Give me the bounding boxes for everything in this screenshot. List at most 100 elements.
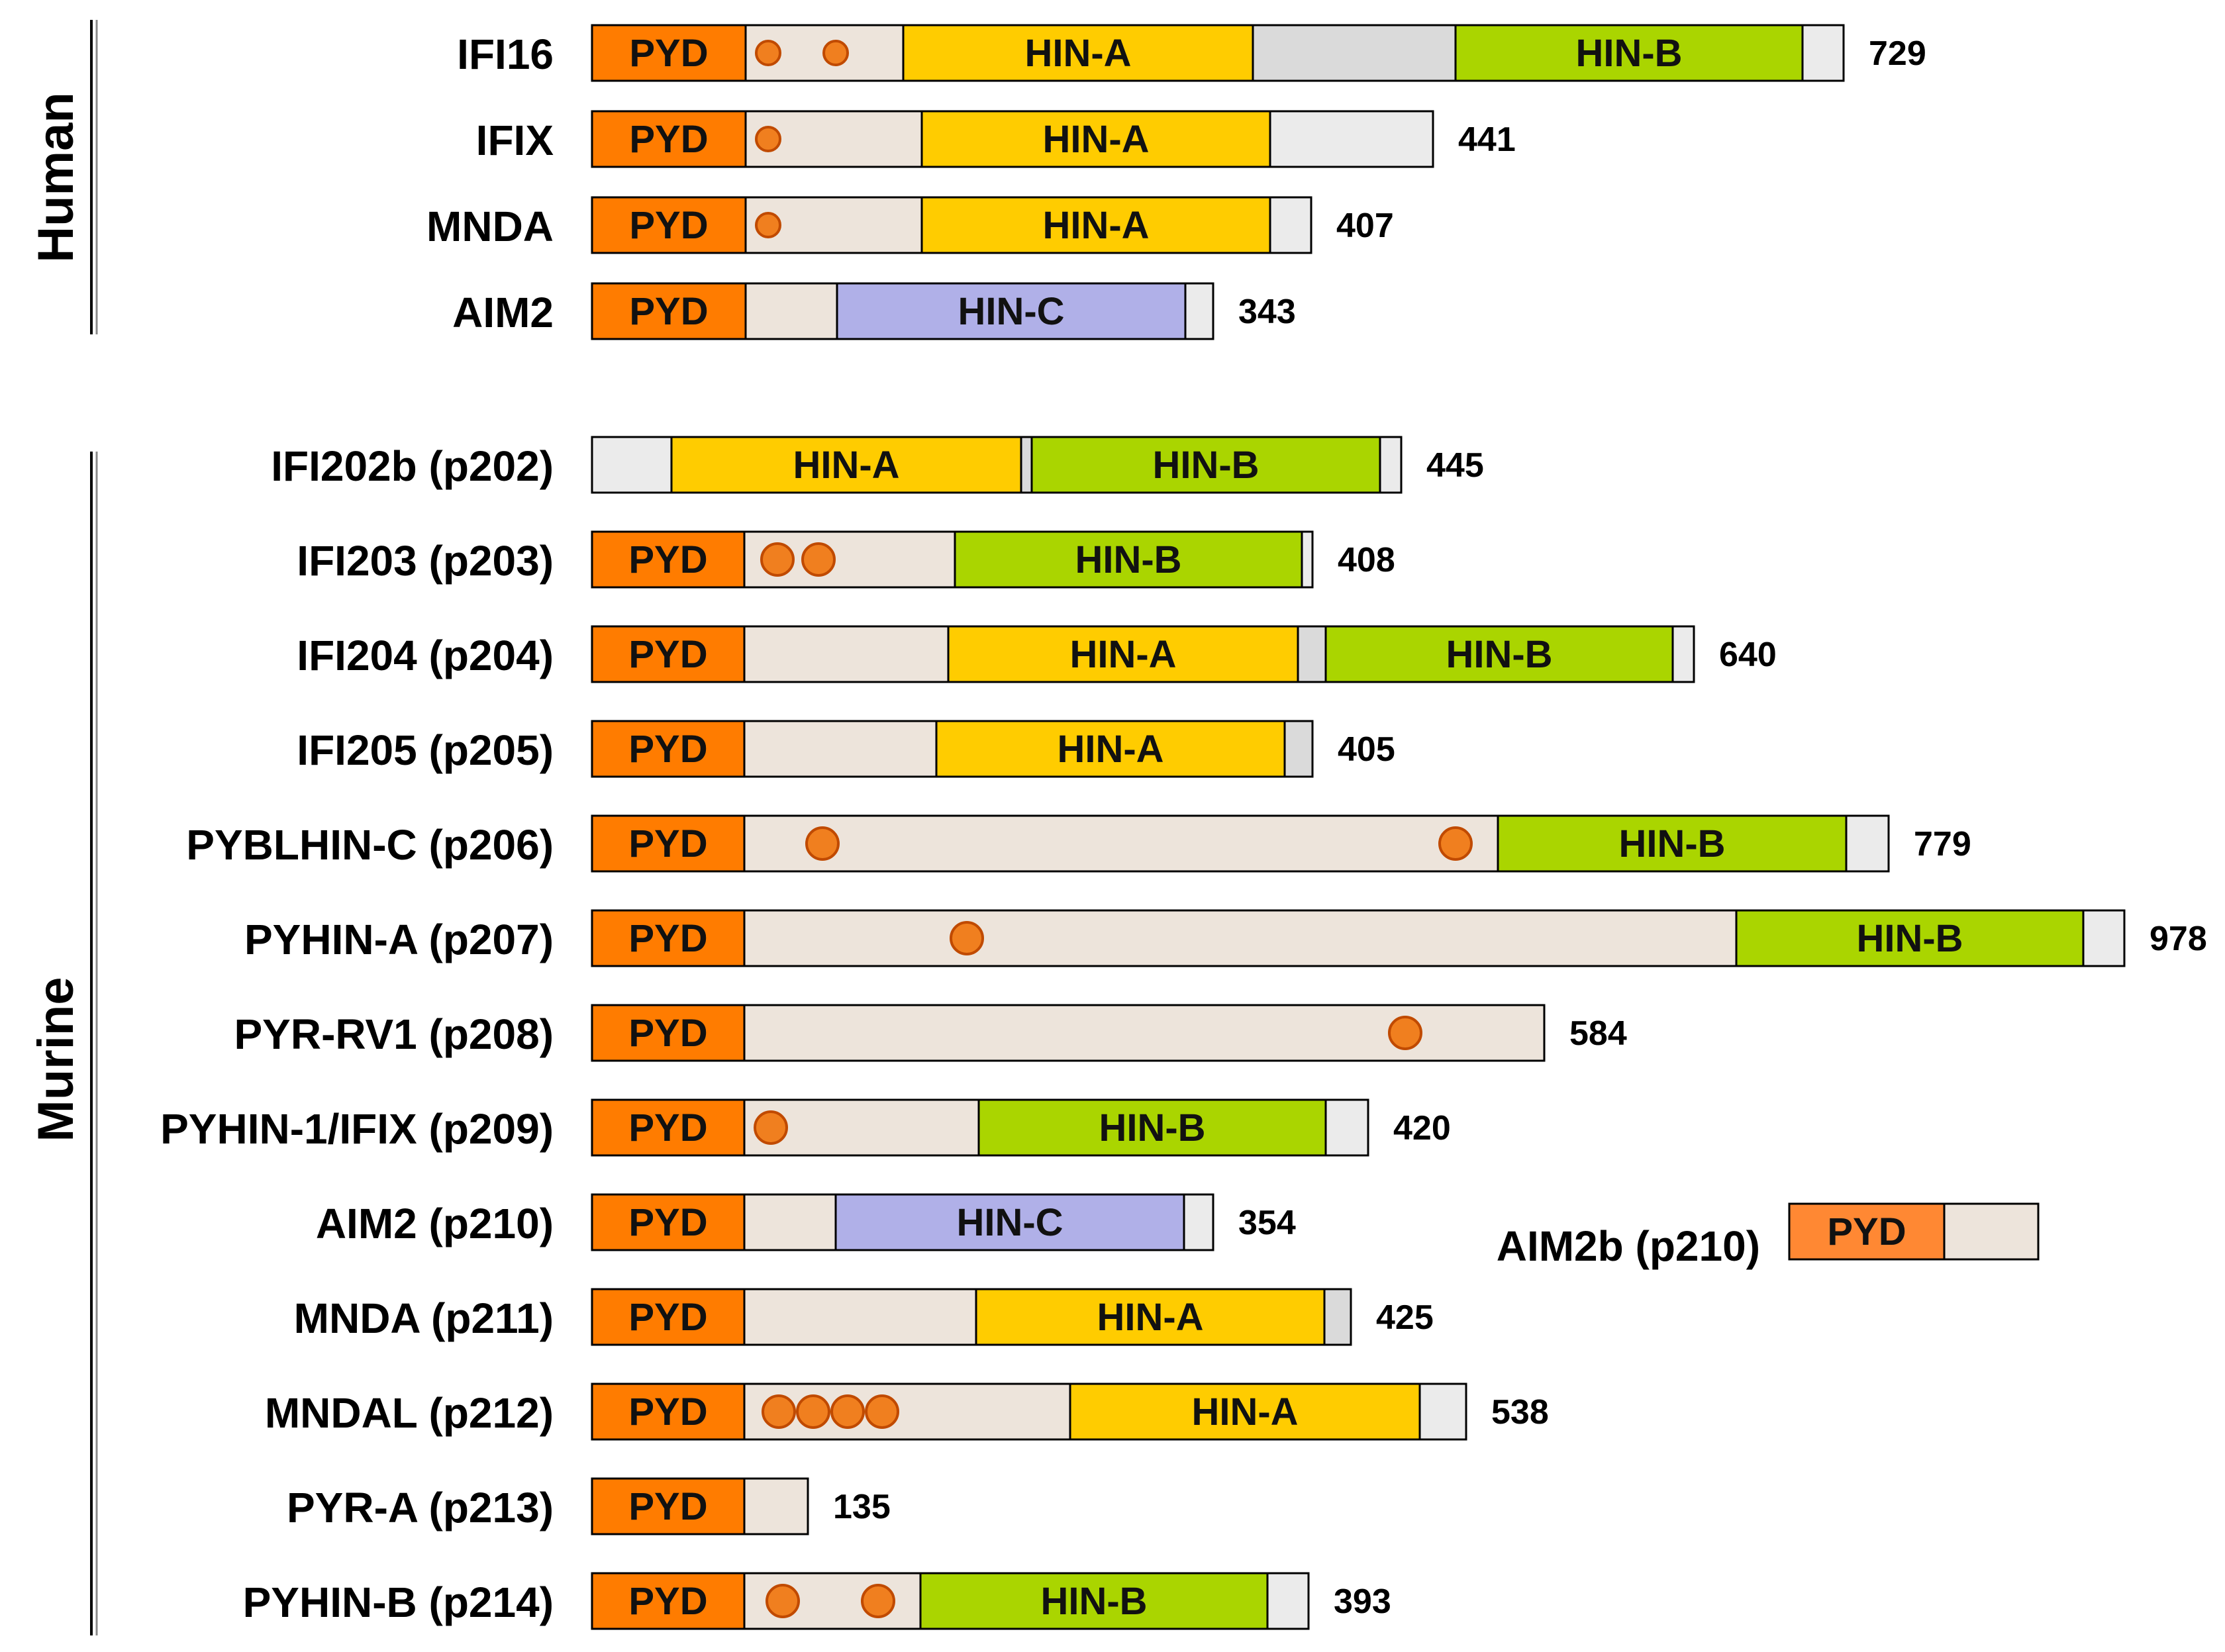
domain-pyd (591, 625, 746, 683)
domain-hin-a (975, 1288, 1326, 1346)
domain-label: PYD (628, 728, 707, 771)
protein-row-ifi204-p204: IFI204 (p204) PYD HIN-A HIN-B 640 (297, 625, 1777, 683)
domain-hin-b (977, 1098, 1327, 1157)
domain-label: HIN-B (1618, 822, 1725, 865)
protein-name: IFI16 (457, 30, 554, 78)
protein-length: 584 (1569, 1014, 1627, 1053)
domain-label: HIN-B (1575, 32, 1682, 75)
domain-hin-b (919, 1572, 1269, 1630)
nls-motif-circle (1388, 1016, 1422, 1050)
domain-label: HIN-A (1097, 1296, 1203, 1339)
domain-tail (1183, 1193, 1214, 1251)
domain-pyd-alt (1788, 1202, 1946, 1261)
protein-row-ifi16: IFI16 PYD HIN-A HIN-B 729 (457, 24, 1926, 82)
domain-label: PYD (628, 1390, 707, 1433)
domain-tail (591, 436, 673, 494)
nls-motif-circle (754, 1110, 788, 1145)
domain-tail (1671, 625, 1695, 683)
domain-label: HIN-B (1446, 633, 1552, 676)
protein-row-ifi205-p205: IFI205 (p205) PYD HIN-A 405 (297, 720, 1395, 778)
protein-row-pyhin-b-p214: PYHIN-B (p214) PYD HIN-B 393 (243, 1572, 1391, 1630)
domain-tail (1418, 1383, 1467, 1441)
protein-name: MNDA (p211) (294, 1294, 554, 1342)
domain-hin-a (947, 625, 1299, 683)
domain-linker-grey (1323, 1288, 1352, 1346)
domain-label: PYD (629, 290, 708, 333)
domain-label: PYD (628, 538, 707, 581)
protein-name: IFI205 (p205) (297, 726, 554, 774)
domain-label: PYD (628, 633, 707, 676)
protein-length: 441 (1458, 121, 1516, 159)
protein-row-mnda-p211: MNDA (p211) PYD HIN-A 425 (294, 1288, 1434, 1346)
group-labels: Human Murine (28, 20, 98, 1635)
nls-motif-circle (801, 542, 836, 577)
nls-motif-circle (762, 1394, 796, 1429)
nls-motif-circle (796, 1394, 830, 1429)
domain-linker (743, 1004, 1546, 1062)
domain-hin-b (1735, 909, 2085, 967)
domain-label: HIN-C (956, 1201, 1063, 1244)
domain-tail (1324, 1098, 1369, 1157)
domain-linker-grey (1297, 625, 1327, 683)
group-label-human: Human (28, 92, 84, 263)
protein-row-ifix: IFIX PYD HIN-A 441 (476, 110, 1516, 168)
domain-pyd (591, 282, 747, 340)
protein-name: PYHIN-B (p214) (243, 1579, 554, 1626)
protein-row-aim2-p210: AIM2 (p210) PYD HIN-C 354 (316, 1193, 1296, 1251)
domain-label: HIN-A (1057, 728, 1163, 771)
isoform-name: AIM2b (p210) (1497, 1222, 1760, 1270)
domain-hin-a (920, 196, 1271, 254)
domain-tail (1266, 1572, 1310, 1630)
domain-tail (2082, 909, 2126, 967)
protein-length: 425 (1376, 1298, 1434, 1337)
domain-label: HIN-A (793, 444, 899, 487)
domain-hin-b (1324, 625, 1674, 683)
domain-tail (1269, 196, 1312, 254)
domain-label: PYD (628, 1580, 707, 1623)
nls-motif-circle (766, 1584, 800, 1618)
protein-name: PYHIN-1/IFIX (p209) (160, 1105, 554, 1153)
protein-name: IFI203 (p203) (297, 537, 554, 585)
protein-row-pyr-a-p213: PYR-A (p213) PYD 135 (287, 1477, 891, 1535)
domain-linker-grey (1252, 24, 1457, 82)
nls-motif-circle (755, 126, 781, 152)
domain-pyd (591, 909, 746, 967)
domain-label: HIN-A (1024, 32, 1131, 75)
domain-linker-grey (1020, 436, 1033, 494)
domain-hin-b (1030, 436, 1381, 494)
protein-row-pyr-rv1-p208: PYR-RV1 (p208) PYD 584 (234, 1004, 1627, 1062)
domain-label: HIN-B (1075, 538, 1181, 581)
domain-hin-b (1497, 814, 1848, 873)
domain-label: HIN-B (1152, 444, 1259, 487)
protein-row-pyblhin-c-p206: PYBLHIN-C (p206) PYD HIN-B 779 (186, 814, 1971, 873)
protein-length: 445 (1426, 446, 1484, 485)
domain-label: HIN-A (1042, 118, 1149, 161)
protein-length: 405 (1338, 730, 1395, 769)
domain-label: PYD (628, 1201, 707, 1244)
nls-motif-circle (950, 921, 984, 955)
domain-label: PYD (629, 204, 708, 247)
domain-label: HIN-B (1040, 1580, 1147, 1623)
domain-linker (743, 1477, 809, 1535)
domain-label: HIN-C (958, 290, 1064, 333)
protein-length: 729 (1869, 34, 1926, 73)
protein-row-mnda: MNDA PYD HIN-A 407 (426, 196, 1394, 254)
protein-row-ifi202b-p202: IFI202b (p202) HIN-A HIN-B 445 (271, 436, 1484, 494)
domain-label: HIN-A (1069, 633, 1176, 676)
domain-label: PYD (1827, 1210, 1906, 1253)
protein-name: MNDAL (p212) (265, 1389, 554, 1437)
domain-label: HIN-B (1099, 1106, 1205, 1149)
domain-pyd (591, 1383, 746, 1441)
domain-tail (1845, 814, 1890, 873)
domain-hin-a (670, 436, 1022, 494)
domain-tail (1301, 530, 1314, 589)
nls-motif-circle (755, 212, 781, 238)
domain-label: PYD (629, 32, 708, 75)
protein-length: 354 (1238, 1204, 1296, 1242)
protein-length: 393 (1334, 1582, 1391, 1621)
nls-motif-circle (760, 542, 795, 577)
isoform-row: AIM2b (p210) PYD (1497, 1202, 2040, 1270)
domain-tail (1801, 24, 1845, 82)
nls-motif-circle (1438, 826, 1473, 861)
